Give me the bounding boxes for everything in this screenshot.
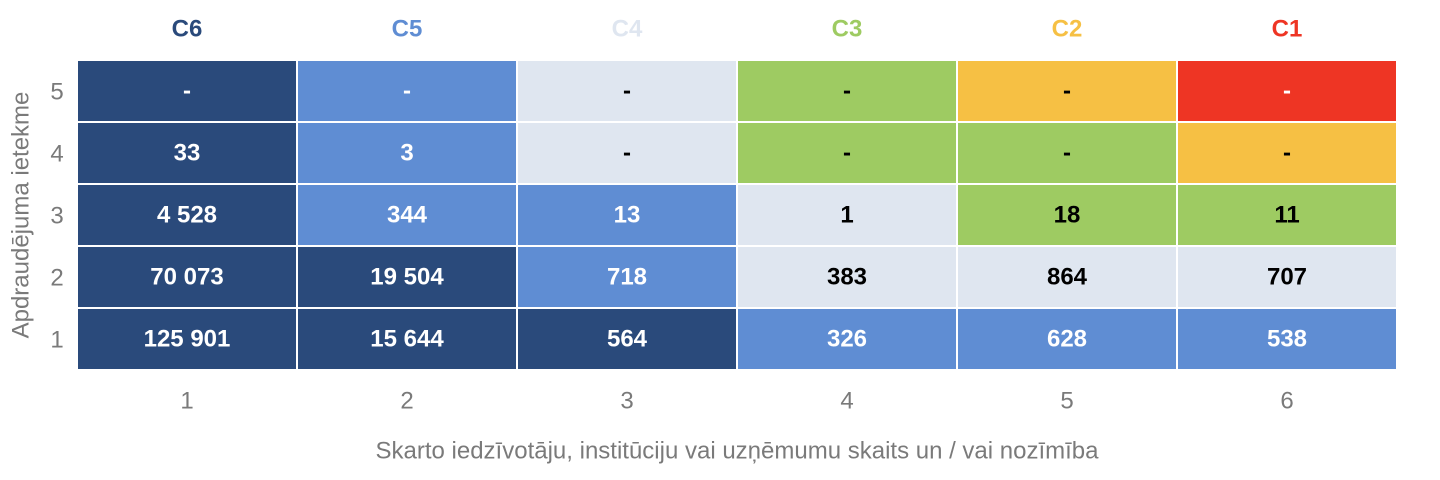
cell: [956, 307, 1178, 371]
cell: [1176, 307, 1398, 371]
cell-label: -: [623, 77, 631, 104]
x-tick-label: 5: [1060, 387, 1073, 414]
cell-label: -: [1283, 139, 1291, 166]
cell-label: -: [1063, 139, 1071, 166]
cell: [956, 59, 1178, 123]
x-tick-label: 4: [840, 387, 853, 414]
cell: [1176, 245, 1398, 309]
cell-label: -: [843, 139, 851, 166]
cell: [516, 121, 738, 185]
y-tick-label: 4: [50, 140, 63, 167]
cell-label: 538: [1267, 325, 1307, 352]
cell: [76, 183, 298, 247]
cell-label: 718: [607, 263, 647, 290]
cell-label: -: [623, 139, 631, 166]
cell-label: 125 901: [144, 325, 231, 352]
cell: [296, 121, 518, 185]
cell: [76, 307, 298, 371]
column-class-label: C6: [172, 15, 203, 42]
cell: [516, 245, 738, 309]
cell: [296, 245, 518, 309]
y-tick-label: 5: [50, 78, 63, 105]
cell: [736, 59, 958, 123]
cell-label: 864: [1047, 263, 1088, 290]
cell-label: -: [403, 77, 411, 104]
cell: [1176, 121, 1398, 185]
cell-label: 1: [840, 201, 853, 228]
x-axis-label: Skarto iedzīvotāju, institūciju vai uzņē…: [376, 437, 1100, 464]
cell: [956, 183, 1178, 247]
cell-label: -: [1283, 77, 1291, 104]
cell: [956, 121, 1178, 185]
y-tick-label: 2: [50, 264, 63, 291]
cell: [76, 245, 298, 309]
cell-label: 19 504: [370, 263, 444, 290]
column-class-label: C1: [1272, 15, 1303, 42]
cell-label: 326: [827, 325, 867, 352]
cell: [736, 245, 958, 309]
cell-label: 11: [1274, 201, 1299, 228]
cell: [296, 307, 518, 371]
cell-label: 15 644: [370, 325, 444, 352]
x-tick-label: 1: [180, 387, 193, 414]
cell-label: 383: [827, 263, 867, 290]
cell-label: -: [183, 77, 191, 104]
column-class-label: C4: [612, 15, 643, 42]
cell-label: -: [843, 77, 851, 104]
x-tick-label: 2: [400, 387, 413, 414]
cell: [736, 183, 958, 247]
cell: [76, 59, 298, 123]
cell-label: 707: [1267, 263, 1307, 290]
cell: [76, 121, 298, 185]
cell-label: 13: [614, 201, 641, 228]
cell: [1176, 183, 1398, 247]
cell-label: 3: [400, 139, 413, 166]
cell: [1176, 59, 1398, 123]
cell-label: -: [1063, 77, 1071, 104]
column-class-label: C3: [832, 15, 863, 42]
cell-label: 564: [607, 325, 648, 352]
cell-label: 33: [174, 139, 201, 166]
cell-label: 344: [387, 201, 428, 228]
column-class-label: C2: [1052, 15, 1083, 42]
cell: [516, 59, 738, 123]
x-tick-label: 3: [620, 387, 633, 414]
y-tick-label: 1: [50, 326, 63, 353]
y-axis-label: Apdraudējuma ietekme: [7, 92, 34, 339]
y-tick-label: 3: [50, 202, 63, 229]
cell-label: 70 073: [150, 263, 223, 290]
column-class-label: C5: [392, 15, 423, 42]
x-tick-label: 6: [1280, 387, 1293, 414]
cell-label: 4 528: [157, 201, 217, 228]
cell-label: 18: [1054, 201, 1081, 228]
cell-label: 628: [1047, 325, 1087, 352]
